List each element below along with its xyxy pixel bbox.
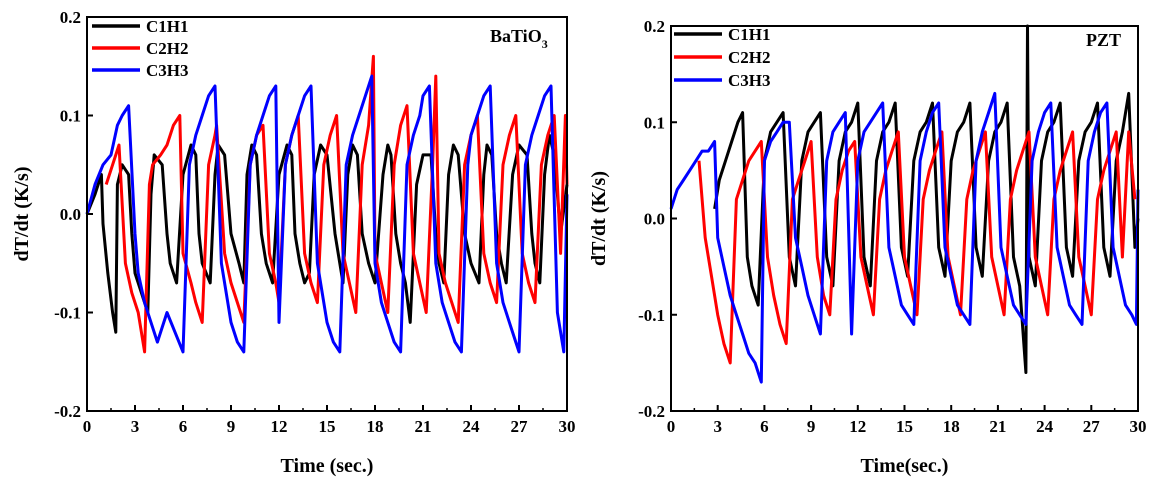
x-tick-label: 24 (463, 417, 481, 436)
x-tick-label: 18 (367, 417, 384, 436)
x-tick-label: 3 (131, 417, 140, 436)
x-tick-label: 6 (179, 417, 188, 436)
x-tick-label: 12 (849, 417, 866, 436)
legend-label-c2h2: C2H2 (728, 48, 771, 67)
x-tick-label: 24 (1036, 417, 1054, 436)
x-tick-label: 9 (227, 417, 236, 436)
y-tick-label: 0.0 (60, 205, 81, 224)
y-tick-label: -0.2 (54, 402, 81, 421)
x-tick-label: 30 (1130, 417, 1147, 436)
legend-label-c1h1: C1H1 (728, 25, 771, 44)
panel-label-text: BaTiO (490, 26, 542, 46)
panel-label: PZT (1086, 30, 1121, 50)
x-tick-label: 3 (713, 417, 722, 436)
x-tick-label: 15 (896, 417, 913, 436)
series-line-c3h3 (85, 74, 569, 354)
series-line-c3h3 (669, 91, 1140, 384)
x-tick-label: 21 (415, 417, 432, 436)
chart-panel-pzt: 0 3 6 9 12 15 18 21 24 27 30 -0.2 -0.1 0.0 0.1 0.2 Time(… (588, 17, 1147, 477)
legend-label-c3h3: C3H3 (728, 71, 771, 90)
series-line-c2h2 (104, 54, 569, 354)
y-tick-label: 0.1 (644, 113, 665, 132)
series-line-c1h1 (713, 24, 1140, 374)
legend-label-c1h1: C1H1 (146, 17, 189, 36)
y-tick-label: -0.1 (638, 306, 665, 325)
x-tick-label: 27 (1083, 417, 1101, 436)
panel-label-text: PZT (1086, 30, 1121, 50)
y-tick-label: 0.1 (60, 107, 81, 126)
legend-label-c3h3: C3H3 (146, 61, 189, 80)
x-tick-label: 9 (807, 417, 816, 436)
x-tick-label: 12 (271, 417, 288, 436)
x-tick-label: 15 (319, 417, 336, 436)
legend-label-c2h2: C2H2 (146, 39, 189, 58)
y-axis-label: dT/dt (K/s) (588, 171, 610, 266)
x-tick-label: 6 (760, 417, 769, 436)
x-axis-label: Time(sec.) (861, 455, 949, 477)
x-tick-label: 27 (511, 417, 529, 436)
x-axis-label: Time (sec.) (281, 455, 374, 477)
chart-panel-batio3: 0 3 6 9 12 15 18 21 24 27 30 -0.2 -0.1 0.0 0.1 0.2 Time … (11, 8, 576, 477)
y-axis-label: dT/dt (K/s) (11, 166, 33, 261)
x-tick-label: 0 (667, 417, 676, 436)
y-tick-label: 0.2 (644, 17, 665, 36)
x-tick-label: 21 (989, 417, 1006, 436)
panel-label-subscript: 3 (542, 37, 548, 51)
x-tick-label: 18 (943, 417, 960, 436)
panel-label: BaTiO3 (490, 26, 548, 51)
x-tick-label: 0 (83, 417, 92, 436)
y-tick-label: 0.2 (60, 8, 81, 27)
y-tick-label: -0.2 (638, 402, 665, 421)
y-tick-label: 0.0 (644, 210, 665, 229)
x-tick-label: 30 (559, 417, 576, 436)
series-line-c2h2 (697, 130, 1137, 365)
y-tick-label: -0.1 (54, 304, 81, 323)
